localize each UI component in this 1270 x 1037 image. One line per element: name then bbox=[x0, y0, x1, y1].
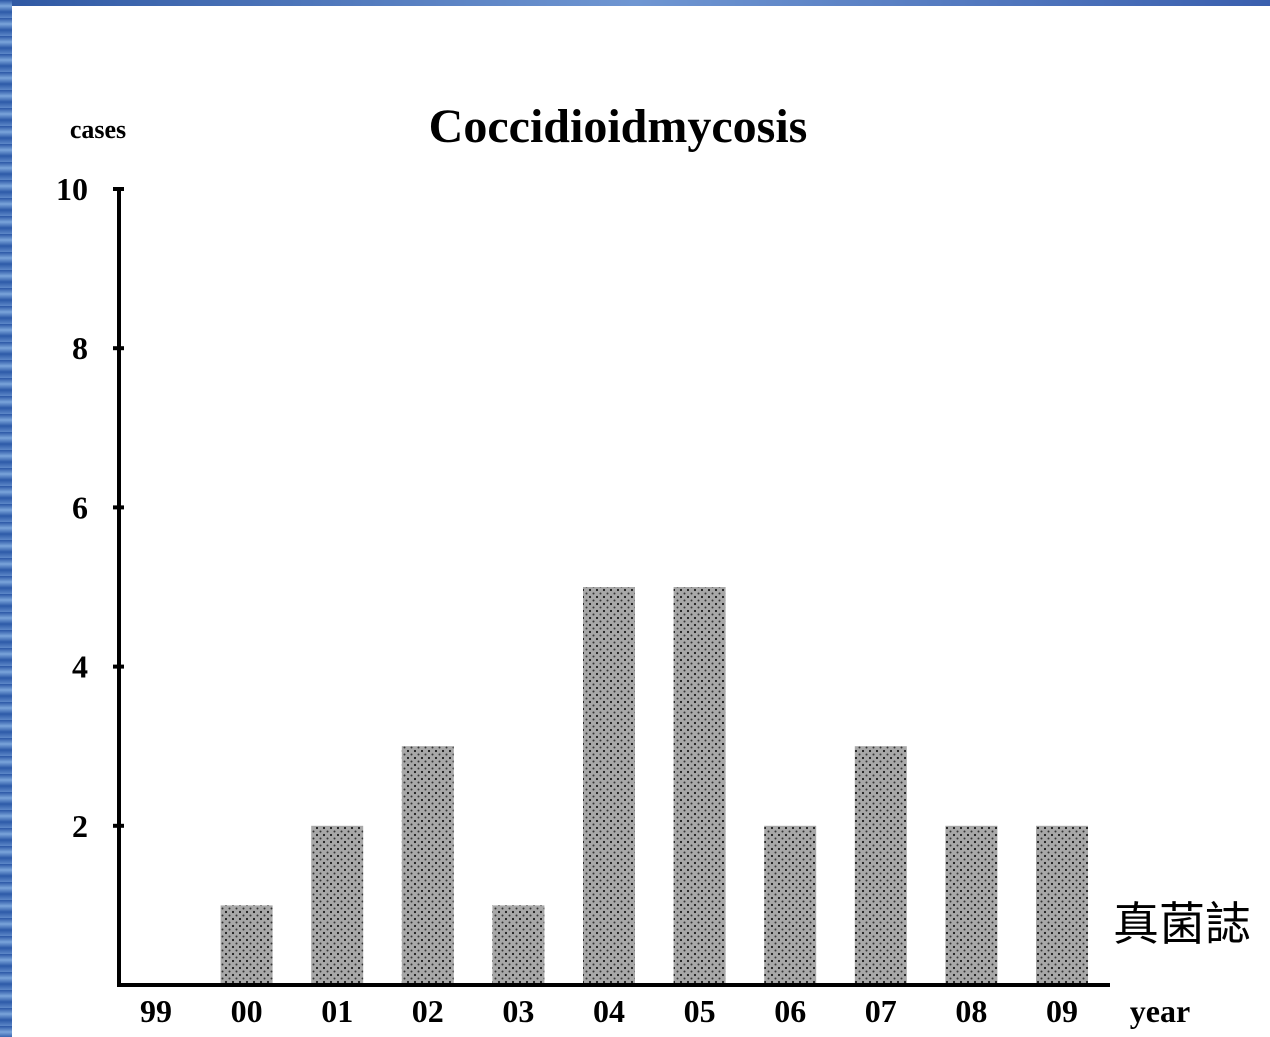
x-tick-label-04: 04 bbox=[593, 993, 625, 1029]
x-axis-label: year bbox=[1130, 993, 1190, 1029]
x-tick-label-05: 05 bbox=[684, 993, 716, 1029]
y-tick-label-6: 6 bbox=[72, 489, 88, 525]
bar-03 bbox=[492, 905, 545, 985]
bar-08 bbox=[945, 825, 998, 985]
slide-top-border bbox=[0, 0, 1270, 6]
x-tick-label-06: 06 bbox=[774, 993, 806, 1029]
x-ticks-group: 99 00 01 02 03 04 05 06 07 08 09 bbox=[140, 993, 1078, 1029]
bar-09 bbox=[1036, 825, 1088, 985]
y-ticks-group: 2 4 6 8 10 bbox=[56, 171, 124, 844]
bar-06 bbox=[764, 825, 817, 985]
x-tick-label-08: 08 bbox=[955, 993, 987, 1029]
bar-01 bbox=[311, 825, 364, 985]
x-tick-label-07: 07 bbox=[865, 993, 897, 1029]
x-tick-label-03: 03 bbox=[502, 993, 534, 1029]
bar-05 bbox=[673, 587, 726, 985]
source-annotation: 真菌誌 bbox=[1113, 897, 1251, 951]
chart-title: Coccidioidmycosis bbox=[429, 100, 808, 153]
bar-04 bbox=[583, 587, 635, 985]
y-tick-label-10: 10 bbox=[56, 171, 88, 207]
bar-00 bbox=[220, 905, 273, 985]
y-axis-label: cases bbox=[70, 115, 126, 144]
x-tick-label-99: 99 bbox=[140, 993, 172, 1029]
x-tick-label-09: 09 bbox=[1046, 993, 1078, 1029]
x-tick-label-01: 01 bbox=[321, 993, 353, 1029]
y-tick-label-2: 2 bbox=[72, 808, 88, 844]
bar-07 bbox=[854, 746, 907, 985]
y-tick-label-8: 8 bbox=[72, 330, 88, 366]
bars-group bbox=[220, 587, 1088, 985]
x-tick-label-00: 00 bbox=[231, 993, 263, 1029]
bar-02 bbox=[401, 746, 454, 985]
y-tick-label-4: 4 bbox=[72, 649, 88, 685]
slide-left-border bbox=[0, 0, 12, 1037]
x-tick-label-02: 02 bbox=[412, 993, 444, 1029]
